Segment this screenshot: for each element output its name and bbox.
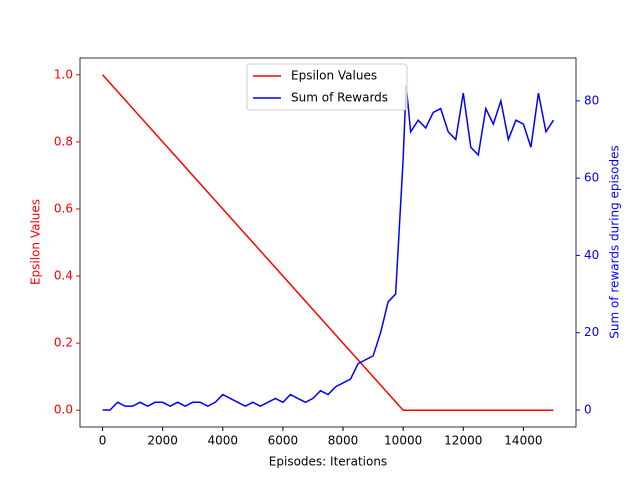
x-tick-label: 2000 — [147, 434, 178, 448]
y2-tick-label: 0 — [584, 402, 592, 416]
plot-frame — [79, 57, 577, 428]
y-tick-label: 0.0 — [54, 403, 73, 417]
line — [102, 85, 555, 411]
x-tick-label: 0 — [99, 434, 107, 448]
x-tick-label: 8000 — [328, 434, 359, 448]
line — [101, 74, 554, 411]
y-tick-label: 0.4 — [54, 269, 73, 283]
y2-axis-label: Sum of rewards during episodes — [608, 145, 622, 338]
y-tick-label: 0.6 — [54, 201, 73, 215]
x-tick-label: 6000 — [268, 434, 299, 448]
x-tick-label: 14000 — [504, 434, 542, 448]
y2-tick-label: 60 — [584, 171, 599, 185]
y-axis-label: Epsilon Values — [29, 199, 43, 285]
x-tick-label: 10000 — [384, 434, 422, 448]
legend-label: Sum of Rewards — [291, 91, 388, 105]
x-axis-label: Episodes: Iterations — [269, 455, 387, 469]
x-tick-label: 12000 — [444, 434, 482, 448]
legend-box — [246, 63, 408, 111]
y-tick-label: 0.8 — [54, 134, 73, 148]
y2-tick-label: 40 — [584, 248, 599, 262]
y2-tick-label: 80 — [584, 93, 599, 107]
y-tick-label: 1.0 — [54, 67, 73, 81]
legend-label: Epsilon Values — [291, 69, 377, 83]
y-tick-label: 0.2 — [54, 336, 73, 350]
x-tick-label: 4000 — [208, 434, 239, 448]
y2-tick-label: 20 — [584, 325, 599, 339]
